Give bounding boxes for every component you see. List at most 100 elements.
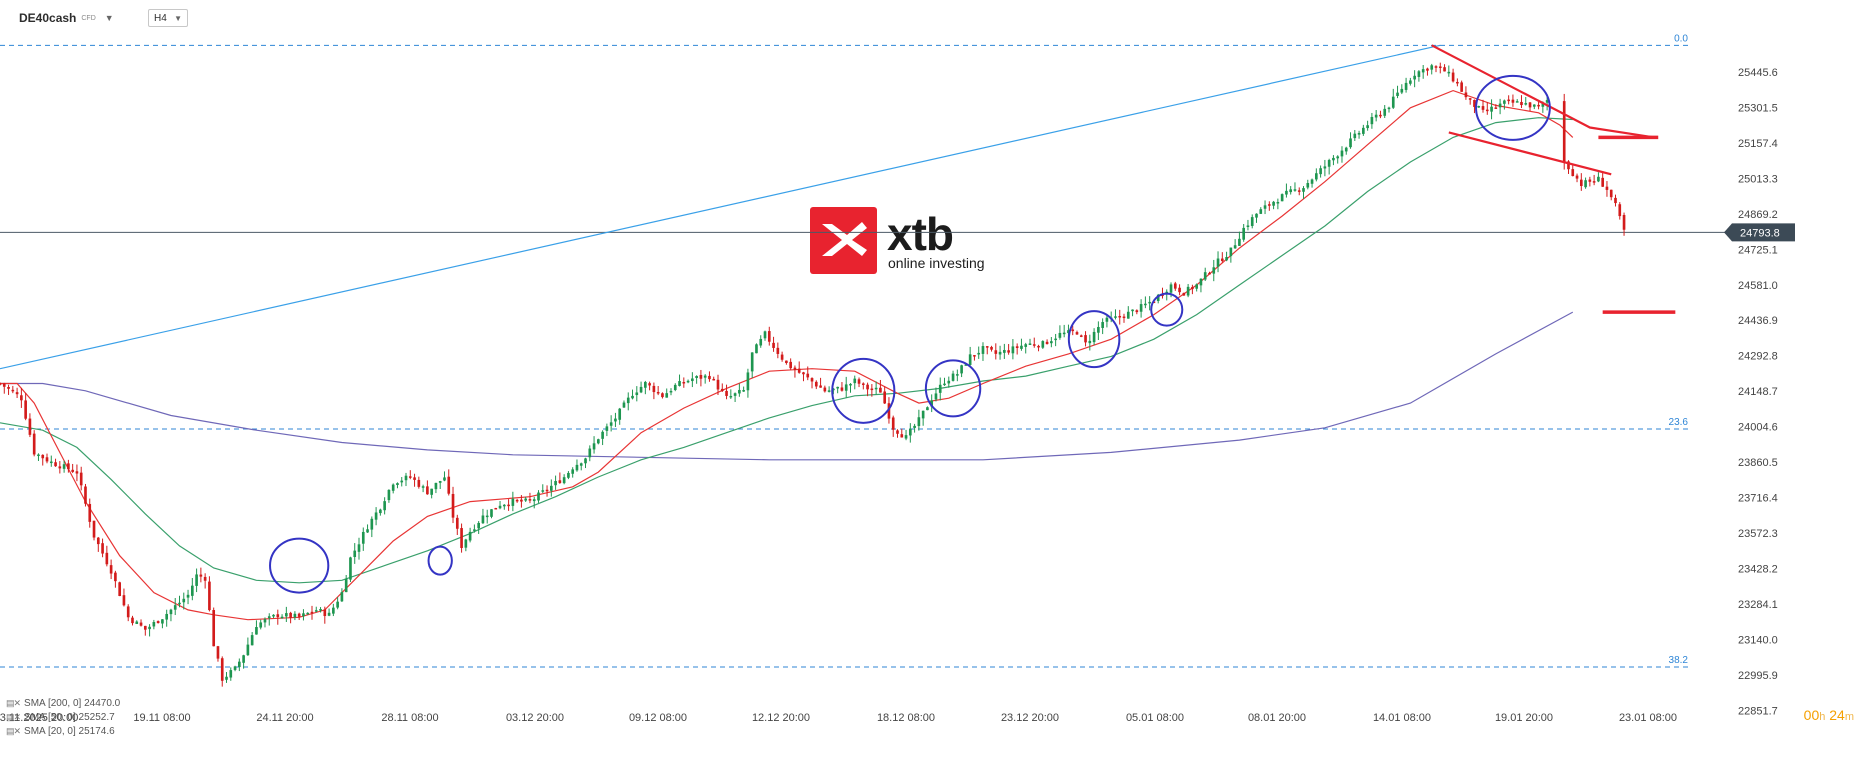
- legend-label: SMA [50, 0] 25252.7: [24, 712, 115, 723]
- candle-body: [1246, 225, 1250, 227]
- candle-body: [370, 518, 374, 530]
- candle-body: [746, 372, 750, 391]
- candle-body: [340, 592, 344, 602]
- candle-body: [973, 355, 976, 357]
- candle-body: [28, 418, 32, 435]
- candle-body: [1212, 267, 1216, 274]
- candle-body: [673, 384, 677, 391]
- y-tick-label: 24292.8: [1738, 351, 1778, 363]
- candle-body: [1357, 132, 1361, 135]
- fib-level-label: 0.0: [1674, 33, 1688, 44]
- chevron-down-icon[interactable]: ▼: [104, 13, 114, 23]
- candle-body: [1071, 329, 1075, 332]
- settings-icon[interactable]: ▤✕: [6, 698, 21, 708]
- candle-body: [887, 403, 891, 419]
- candle-body: [1020, 345, 1023, 349]
- highlight-circle[interactable]: [1150, 292, 1184, 327]
- highlight-circle[interactable]: [1067, 310, 1121, 369]
- candle-body: [267, 616, 271, 619]
- y-tick-label: 23284.1: [1738, 599, 1778, 611]
- legend-label: SMA [20, 0] 25174.6: [24, 726, 115, 737]
- candle-body: [874, 387, 878, 390]
- candle-body: [143, 625, 147, 630]
- settings-icon[interactable]: ▤✕: [6, 712, 21, 722]
- candle-body: [79, 472, 83, 486]
- candle-body: [413, 477, 416, 480]
- candle-body: [1037, 345, 1040, 348]
- highlight-circle[interactable]: [269, 537, 330, 594]
- candle-body: [951, 373, 955, 381]
- candle-body: [1011, 346, 1015, 354]
- candle-body: [336, 601, 339, 608]
- candle-body: [554, 480, 557, 486]
- candle-body: [806, 373, 810, 378]
- highlight-circle[interactable]: [427, 545, 453, 576]
- countdown-minutes: 24: [1829, 707, 1845, 723]
- candle-body: [366, 529, 369, 533]
- candle-body: [1285, 190, 1288, 195]
- legend-item-sma20[interactable]: ▤✕ SMA [20, 0] 25174.6: [6, 726, 115, 737]
- channel-lower-line[interactable]: [1448, 131, 1612, 176]
- symbol-selector[interactable]: DE40cash CFD ▼: [19, 9, 114, 27]
- highlight-circle[interactable]: [831, 357, 896, 424]
- candle-body: [789, 361, 792, 369]
- candle-body: [426, 486, 429, 495]
- candle-body: [135, 621, 139, 625]
- countdown-minutes-unit: m: [1844, 711, 1854, 723]
- candle-body: [904, 435, 908, 439]
- candle-body: [1054, 338, 1057, 341]
- candle-body: [165, 613, 169, 620]
- candle-body: [1434, 66, 1438, 68]
- candle-body: [947, 380, 951, 384]
- channel-upper-line[interactable]: [1431, 44, 1655, 139]
- timeframe-selector[interactable]: H4 ▼: [148, 9, 188, 27]
- fib-level-label: 23.6: [1669, 417, 1689, 428]
- candle-body: [1524, 103, 1528, 105]
- highlight-circle[interactable]: [924, 359, 982, 418]
- candle-body: [686, 380, 690, 383]
- candle-body: [1003, 349, 1006, 353]
- candle-body: [998, 351, 1002, 355]
- candle-body: [122, 595, 126, 606]
- candle-body: [1537, 104, 1540, 107]
- ascending-trendline[interactable]: [0, 44, 1441, 370]
- candle-body: [7, 386, 10, 389]
- candle-body: [92, 520, 96, 538]
- candle-body: [169, 609, 173, 615]
- candle-body: [156, 621, 160, 624]
- candle-body: [964, 364, 968, 366]
- candle-body: [1315, 173, 1318, 180]
- candle-body: [1259, 209, 1263, 214]
- legend-item-sma200[interactable]: ▤✕ SMA [200, 0] 24470.0: [6, 698, 120, 709]
- candle-body: [238, 661, 241, 668]
- candle-body: [738, 389, 741, 394]
- y-tick-label: 24725.1: [1738, 244, 1778, 256]
- candle-body: [1118, 315, 1122, 318]
- candle-body: [1477, 106, 1481, 108]
- candle-body: [1464, 92, 1468, 98]
- x-tick-label: 18.12 08:00: [877, 712, 935, 724]
- legend-item-sma50[interactable]: ▤✕ SMA [50, 0] 25252.7: [6, 712, 115, 723]
- candle-body: [314, 610, 318, 612]
- candle-body: [468, 531, 472, 541]
- candle-body: [481, 515, 485, 524]
- candle-body: [15, 392, 19, 395]
- candle-body: [532, 499, 536, 502]
- candle-body: [588, 448, 592, 458]
- logo-tagline: online investing: [888, 255, 985, 271]
- x-tick-label: 19.11 08:00: [133, 712, 190, 724]
- candle-body: [1242, 227, 1246, 240]
- candle-body: [785, 360, 788, 364]
- candle-body: [242, 655, 245, 663]
- settings-icon[interactable]: ▤✕: [6, 726, 21, 736]
- candle-body: [1272, 201, 1275, 206]
- candle-body: [297, 613, 301, 617]
- candle-body: [20, 395, 23, 401]
- highlight-circle[interactable]: [1475, 74, 1551, 141]
- candle-body: [515, 499, 519, 502]
- candle-body: [1562, 101, 1566, 163]
- candle-body: [558, 480, 562, 483]
- candle-body: [524, 498, 528, 501]
- candle-body: [908, 428, 912, 436]
